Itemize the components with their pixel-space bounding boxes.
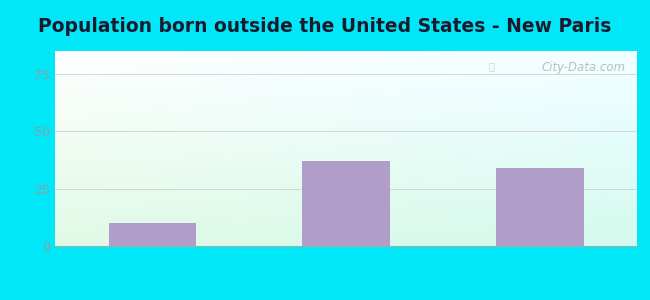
- Text: Population born outside the United States - New Paris: Population born outside the United State…: [38, 17, 612, 37]
- Bar: [302, 161, 390, 246]
- Bar: [109, 223, 196, 246]
- Text: 🔍: 🔍: [489, 61, 495, 71]
- Text: City-Data.com: City-Data.com: [541, 61, 625, 74]
- Bar: [497, 168, 584, 246]
